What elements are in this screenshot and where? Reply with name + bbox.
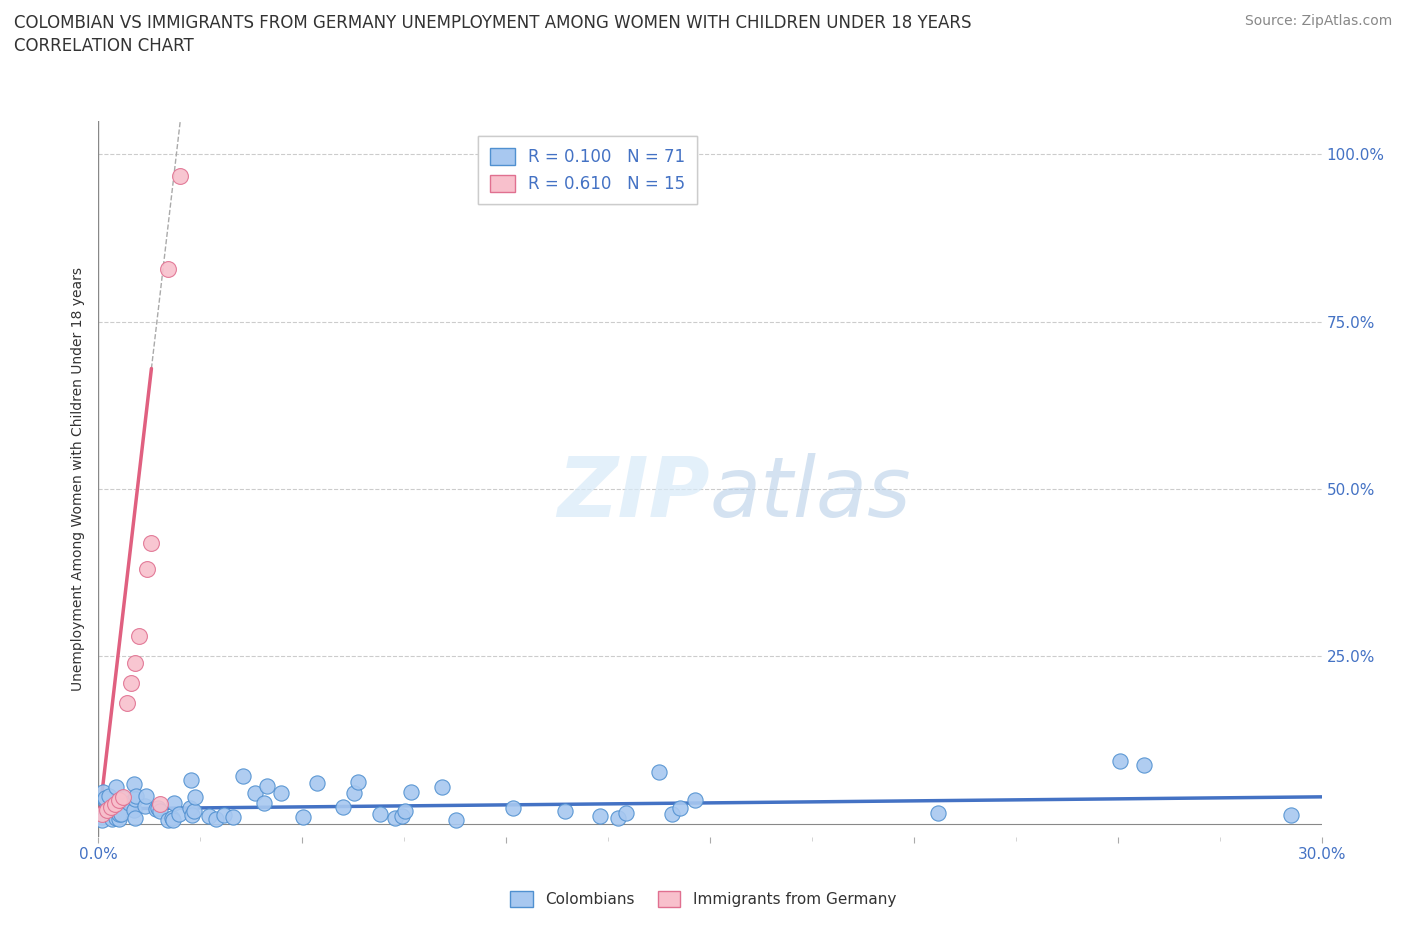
Point [91,785,114,800]
Point [232,768,254,783]
Point [91,809,114,824]
Point [160,811,183,826]
Point [100,812,122,827]
Point [927,805,949,820]
Point [124,811,146,826]
Point [384,811,406,826]
Point [430,780,453,795]
Point [108,806,131,821]
Point [91,806,114,821]
Point [245,785,267,800]
Legend: Colombians, Immigrants from Germany: Colombians, Immigrants from Germany [503,884,903,913]
Point [256,778,278,793]
Point [134,799,156,814]
Point [162,812,184,827]
Point [107,796,129,811]
Point [181,808,204,823]
Point [149,796,172,811]
Point [305,776,328,790]
Point [100,800,122,815]
Point [212,807,235,822]
Point [1279,808,1302,823]
Point [104,796,127,811]
Point [179,801,201,816]
Point [124,792,146,807]
Point [270,786,292,801]
Point [94,791,117,806]
Legend: R = 0.100   N = 71, R = 0.610   N = 15: R = 0.100 N = 71, R = 0.610 N = 15 [478,137,697,205]
Point [502,801,524,816]
Point [198,808,221,823]
Point [108,806,131,821]
Point [683,792,706,807]
Point [399,784,422,799]
Text: atlas: atlas [710,453,911,534]
Point [135,788,157,803]
Point [145,802,167,817]
Point [554,804,576,818]
Point [125,789,148,804]
Point [124,656,146,671]
Y-axis label: Unemployment Among Women with Children Under 18 years: Unemployment Among Women with Children U… [72,267,86,691]
Point [111,790,134,804]
Point [108,792,131,807]
Point [292,809,315,824]
Point [128,629,150,644]
Point [589,808,612,823]
Point [96,803,118,817]
Point [156,262,179,277]
Point [93,792,115,807]
Point [118,796,141,811]
Point [146,801,169,816]
Point [111,790,134,805]
Point [614,806,637,821]
Point [184,790,207,804]
Point [1109,753,1132,768]
Point [607,811,630,826]
Point [205,812,228,827]
Point [391,808,413,823]
Point [120,675,142,690]
Point [122,777,145,791]
Point [149,804,172,818]
Point [136,562,159,577]
Point [141,535,163,550]
Point [104,811,127,826]
Point [91,813,114,828]
Point [115,696,138,711]
Point [253,796,276,811]
Text: Source: ZipAtlas.com: Source: ZipAtlas.com [1244,14,1392,28]
Point [108,812,131,827]
Point [169,168,191,183]
Point [394,804,416,818]
Point [661,806,683,821]
Point [1133,758,1156,773]
Point [368,806,391,821]
Point [167,806,190,821]
Point [163,796,186,811]
Point [122,803,145,817]
Point [342,785,364,800]
Text: ZIP: ZIP [557,453,710,534]
Point [347,775,370,790]
Point [104,779,127,794]
Point [110,806,132,821]
Point [669,801,692,816]
Text: COLOMBIAN VS IMMIGRANTS FROM GERMANY UNEMPLOYMENT AMONG WOMEN WITH CHILDREN UNDE: COLOMBIAN VS IMMIGRANTS FROM GERMANY UNE… [14,14,972,32]
Text: CORRELATION CHART: CORRELATION CHART [14,37,194,55]
Point [221,810,243,825]
Point [647,764,669,779]
Point [332,800,354,815]
Point [103,805,125,820]
Point [97,788,120,803]
Point [444,813,467,828]
Point [180,773,202,788]
Point [157,813,180,828]
Point [183,804,205,819]
